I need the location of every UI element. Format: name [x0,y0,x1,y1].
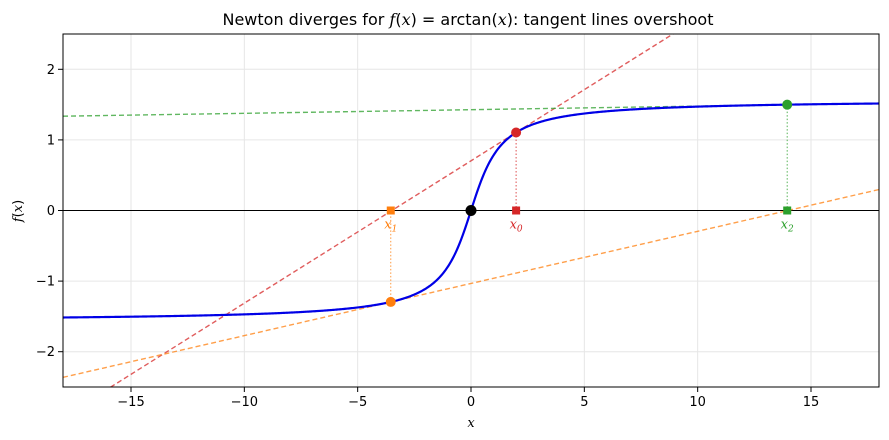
x-tick-label: −5 [348,395,367,410]
label-x1: x1 [384,218,397,235]
x-tick-label: 0 [467,395,475,410]
iterate-labels: x0 x1 x2 [384,218,794,235]
x-axis-ticks: −15 −10 −5 0 5 10 15 [117,387,819,410]
curve-point-x1 [385,296,396,307]
tangent-line-x0 [109,34,675,387]
y-tick-label: −2 [36,345,55,360]
x-tick-label: 10 [689,395,706,410]
y-axis-ticks: −2 −1 0 1 2 [36,63,63,360]
label-x0: x0 [510,218,523,235]
y-tick-label: 0 [47,204,55,219]
x-tick-label: −15 [117,395,144,410]
tangent-line-x1 [63,188,879,379]
y-tick-label: 1 [47,133,55,148]
root-point [465,205,477,216]
y-tick-label: −1 [36,275,55,290]
curve-point-x2 [782,99,793,110]
y-tick-label: 2 [47,63,55,78]
plot-area [63,34,879,387]
chart-title: Newton diverges for f(x) = arctan(x): ta… [222,10,713,29]
x-tick-label: −10 [231,395,258,410]
label-x2: x2 [781,218,794,235]
y-axis-label: f(x) [11,200,26,223]
x-axis-label: x [467,416,475,431]
x-tick-label: 15 [803,395,820,410]
axis-marker-x1 [386,206,395,215]
curve-point-x0 [511,127,522,138]
x-tick-label: 5 [580,395,588,410]
axis-marker-x0 [512,206,521,215]
axis-marker-x2 [783,206,792,215]
